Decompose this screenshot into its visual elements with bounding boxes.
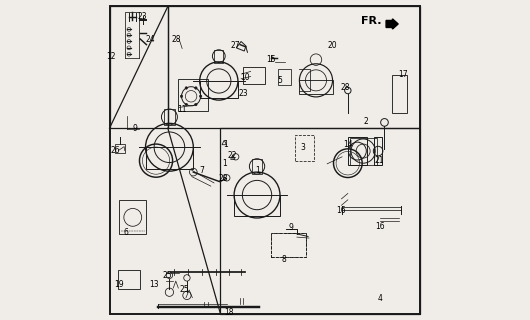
- Bar: [114, 144, 125, 153]
- Bar: [146, 147, 193, 169]
- Bar: [392, 75, 407, 113]
- Bar: [348, 137, 367, 165]
- Bar: [168, 6, 420, 128]
- Text: 17: 17: [398, 70, 408, 79]
- Text: 10: 10: [241, 73, 250, 82]
- Text: 14: 14: [343, 140, 354, 149]
- Text: 4: 4: [378, 294, 383, 303]
- Circle shape: [195, 87, 197, 89]
- Circle shape: [199, 95, 202, 98]
- Text: 12: 12: [107, 52, 116, 61]
- Text: 23: 23: [137, 12, 147, 21]
- Bar: [118, 270, 140, 289]
- Bar: [200, 81, 238, 98]
- Text: 1: 1: [222, 159, 227, 168]
- Bar: [350, 138, 376, 165]
- Text: 28: 28: [341, 83, 350, 92]
- Text: 22: 22: [228, 151, 237, 160]
- Circle shape: [185, 103, 188, 106]
- Text: 5: 5: [278, 76, 282, 85]
- Text: 19: 19: [114, 280, 124, 289]
- Text: 11: 11: [178, 105, 187, 114]
- Bar: [299, 80, 332, 94]
- Text: 25: 25: [180, 284, 190, 293]
- Bar: [234, 195, 280, 216]
- Bar: [110, 6, 168, 128]
- Text: 13: 13: [149, 280, 159, 289]
- Bar: [164, 109, 175, 125]
- Bar: [220, 128, 420, 314]
- Text: 28: 28: [172, 35, 181, 44]
- Bar: [119, 200, 146, 234]
- Bar: [271, 233, 306, 257]
- Circle shape: [185, 87, 188, 89]
- Text: 23: 23: [238, 89, 248, 98]
- Text: 21: 21: [374, 156, 384, 165]
- Bar: [278, 69, 291, 85]
- Text: 9: 9: [289, 223, 294, 232]
- Text: 25: 25: [162, 271, 172, 280]
- Bar: [271, 233, 306, 257]
- Text: 9: 9: [132, 124, 137, 133]
- Text: 20: 20: [328, 41, 338, 50]
- Circle shape: [180, 95, 183, 98]
- Text: 7: 7: [199, 166, 205, 175]
- Bar: [295, 135, 314, 161]
- Text: 27: 27: [231, 41, 241, 50]
- Bar: [243, 67, 265, 84]
- Text: FR.: FR.: [361, 16, 381, 27]
- Text: 1: 1: [223, 140, 227, 149]
- Text: 1: 1: [255, 166, 260, 175]
- Text: 6: 6: [123, 228, 128, 237]
- Bar: [252, 159, 262, 174]
- Text: 16: 16: [376, 222, 385, 231]
- Text: 16: 16: [336, 206, 346, 215]
- Circle shape: [195, 103, 197, 106]
- Text: 26: 26: [110, 146, 120, 155]
- Text: 3: 3: [300, 143, 305, 152]
- FancyArrow shape: [386, 19, 398, 29]
- Text: 28: 28: [218, 174, 228, 183]
- Bar: [214, 50, 223, 62]
- Text: 24: 24: [146, 35, 155, 44]
- Text: 18: 18: [225, 308, 234, 317]
- Text: 2: 2: [364, 117, 369, 126]
- Text: 8: 8: [281, 255, 286, 264]
- Text: 15: 15: [266, 55, 276, 64]
- Bar: [374, 137, 382, 165]
- Bar: [178, 79, 208, 111]
